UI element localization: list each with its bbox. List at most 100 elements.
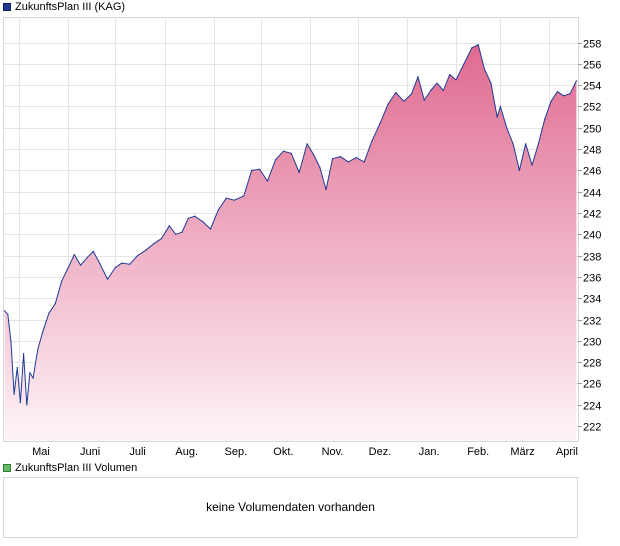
price-point (569, 93, 571, 95)
price-point (266, 180, 269, 182)
price-point (417, 76, 419, 78)
price-point (395, 92, 397, 94)
price-point (19, 402, 21, 404)
price-point (137, 255, 139, 257)
price-point (463, 63, 465, 65)
price-point (531, 164, 533, 166)
price-point (16, 366, 18, 369)
price-point (99, 262, 101, 264)
price-point (442, 89, 444, 92)
y-tick-label: 252 (583, 102, 601, 114)
price-point (145, 249, 147, 251)
y-tick-label: 248 (583, 145, 601, 157)
x-tick-label: April (556, 446, 578, 458)
price-point (477, 44, 479, 46)
price-point (32, 377, 34, 379)
price-point (449, 73, 451, 76)
price-point (225, 197, 227, 199)
y-tick-label: 256 (583, 60, 601, 72)
price-point (243, 195, 245, 197)
price-point (202, 220, 204, 223)
y-tick-label: 236 (583, 273, 601, 285)
price-point (387, 103, 389, 105)
price-chart: 222 224 226 228 230 232 234 236 238 240 242 244 246 2… (3, 17, 601, 458)
price-point (403, 100, 405, 102)
price-point (10, 340, 12, 342)
price-point (379, 122, 381, 125)
price-legend-swatch (3, 3, 11, 11)
price-point (274, 159, 277, 161)
price-point (181, 231, 183, 233)
price-point (363, 161, 365, 163)
price-point (29, 372, 31, 374)
price-point (175, 233, 177, 235)
x-tick-label: Mai (32, 446, 50, 458)
x-tick-label: Juni (80, 446, 100, 458)
price-point (114, 266, 117, 268)
price-point (160, 238, 162, 240)
price-point (73, 254, 75, 256)
volume-empty-message: keine Volumendaten vorhanden (206, 500, 375, 514)
price-legend: ZukunftsPlan III (KAG) (3, 0, 125, 14)
price-point (556, 91, 559, 93)
price-point (209, 228, 212, 230)
y-tick-label: 232 (583, 316, 601, 328)
price-point (325, 189, 327, 191)
price-point (483, 68, 486, 70)
x-tick-label: Jan. (419, 446, 440, 458)
price-point (13, 393, 15, 395)
x-tick-label: März (510, 446, 534, 458)
price-point (194, 215, 196, 217)
price-point (518, 169, 521, 171)
y-tick-label: 238 (583, 252, 601, 264)
x-tick-label: Sep. (225, 446, 248, 458)
price-point (106, 278, 109, 280)
y-tick-label: 258 (583, 39, 601, 51)
price-point (563, 95, 565, 97)
y-tick-label: 228 (583, 358, 601, 370)
price-point (42, 331, 44, 333)
y-tick-label: 244 (583, 188, 601, 200)
price-point (490, 82, 492, 84)
price-point (80, 264, 82, 266)
price-point (512, 143, 514, 145)
price-point (233, 199, 235, 201)
price-area (4, 44, 577, 441)
price-legend-label: ZukunftsPlan III (KAG) (15, 1, 126, 13)
price-point (298, 171, 300, 174)
price-point (575, 80, 578, 82)
price-point (537, 143, 540, 145)
y-tick-label: 246 (583, 166, 601, 178)
y-tick-label: 230 (583, 337, 601, 349)
price-point (423, 99, 425, 101)
x-tick-label: Feb. (467, 446, 489, 458)
volume-panel: keine Volumendaten vorhanden (3, 477, 578, 538)
price-point (339, 156, 341, 158)
price-point (550, 100, 552, 102)
price-point (54, 303, 56, 305)
price-point (4, 310, 6, 312)
price-point (282, 150, 284, 152)
price-point (152, 243, 155, 245)
price-point (455, 79, 457, 81)
price-point (499, 105, 501, 108)
price-point (217, 209, 219, 211)
x-tick-label: Nov. (322, 446, 344, 458)
price-point (436, 82, 438, 84)
x-tick-label: Dez. (369, 446, 392, 458)
x-tick-label: Okt. (273, 446, 293, 458)
price-point (187, 217, 189, 219)
price-point (48, 312, 50, 314)
volume-legend-swatch (3, 464, 11, 472)
y-tick-label: 240 (583, 230, 601, 242)
price-point (259, 168, 261, 170)
x-tick-label: Juli (129, 446, 146, 458)
price-point (411, 93, 413, 95)
y-tick-label: 226 (583, 379, 601, 391)
price-point (355, 157, 357, 159)
price-point (312, 153, 315, 155)
y-tick-label: 224 (583, 401, 601, 413)
price-point (86, 257, 88, 259)
price-point (7, 313, 9, 315)
y-tick-label: 234 (583, 294, 601, 306)
